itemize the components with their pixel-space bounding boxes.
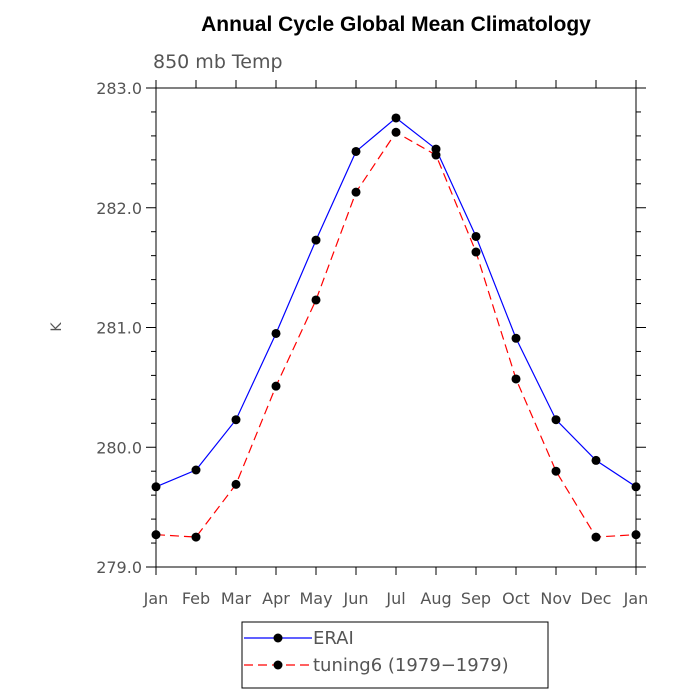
data-point [391, 113, 401, 123]
legend-marker [273, 660, 283, 670]
y-ticks: 279.0 280.0 281.0 282.0 283.0 [96, 79, 646, 577]
x-tick-label: Mar [221, 589, 252, 608]
x-tick-label: May [299, 589, 332, 608]
x-tick-label: Feb [182, 589, 210, 608]
legend: ERAI tuning6 (1979−1979) [241, 621, 549, 689]
x-tick-label: Jan [143, 589, 169, 608]
data-point [311, 235, 321, 245]
data-point [551, 415, 561, 425]
x-tick-label: Nov [540, 589, 571, 608]
data-point [231, 415, 241, 425]
data-point [551, 466, 561, 476]
data-point [591, 532, 601, 542]
x-tick-label: Aug [420, 589, 451, 608]
x-tick-label: Dec [581, 589, 612, 608]
x-tick-label: Jul [385, 589, 405, 608]
series-2 [151, 127, 641, 542]
legend-box [241, 621, 549, 689]
data-point [391, 127, 401, 137]
x-tick-label: Oct [502, 589, 530, 608]
data-point [591, 455, 601, 465]
data-point [311, 295, 321, 305]
data-point [191, 532, 201, 542]
series-line [155, 117, 637, 488]
series-line [155, 131, 637, 538]
x-ticks: Jan Feb Mar Apr May Jun Jul Aug Sep Oct Nov Dec Jan [143, 80, 649, 608]
data-point [471, 231, 481, 241]
chart-subtitle: 850 mb Temp [153, 51, 283, 73]
series-group [151, 113, 641, 542]
data-point [191, 465, 201, 475]
data-point [271, 328, 281, 338]
data-point [631, 482, 641, 492]
data-point [431, 150, 441, 160]
y-tick-label: 283.0 [96, 79, 142, 98]
data-point [151, 530, 161, 540]
y-tick-label: 280.0 [96, 438, 142, 457]
legend-label: ERAI [313, 628, 354, 649]
chart-title: Annual Cycle Global Mean Climatology [201, 13, 591, 36]
x-tick-label: Jun [343, 589, 369, 608]
data-point [511, 333, 521, 343]
data-point [271, 381, 281, 391]
x-tick-label: Jan [623, 589, 649, 608]
data-point [351, 187, 361, 197]
data-point [471, 247, 481, 257]
y-tick-label: 282.0 [96, 199, 142, 218]
legend-marker [273, 633, 283, 643]
y-tick-label: 279.0 [96, 558, 142, 577]
data-point [631, 530, 641, 540]
x-tick-label: Apr [262, 589, 290, 608]
y-axis-label: K [49, 322, 65, 332]
data-point [151, 482, 161, 492]
y-tick-label: 281.0 [96, 319, 142, 338]
x-tick-label: Sep [461, 589, 491, 608]
data-point [351, 146, 361, 156]
legend-label: tuning6 (1979−1979) [313, 655, 509, 676]
series-1 [151, 113, 641, 492]
data-point [511, 374, 521, 384]
data-point [231, 479, 241, 489]
